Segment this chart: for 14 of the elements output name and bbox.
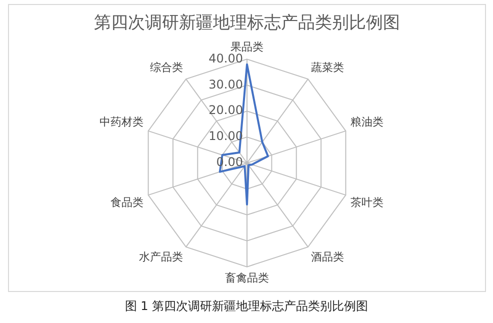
spoke-label: 果品类: [230, 40, 264, 54]
spoke-label: 综合类: [150, 61, 184, 74]
spoke-label: 酒品类: [310, 250, 344, 264]
spoke-label: 水产品类: [139, 250, 184, 264]
spoke-label: 畜禽品类: [225, 271, 269, 284]
spoke-label: 食品类: [110, 196, 144, 210]
spoke-label: 蔬菜类: [310, 61, 344, 74]
chart-title: 第四次调研新疆地理标志产品类别比例图: [93, 12, 401, 34]
y-tick-label: 30.00: [208, 77, 243, 92]
caption: 图 1 第四次调研新疆地理标志产品类别比例图: [124, 298, 370, 315]
spoke-label: 中药材类: [100, 116, 144, 129]
spoke-label: 茶叶类: [350, 196, 384, 210]
y-tick-label: 40.00: [208, 51, 243, 66]
spoke-label: 粮油类: [350, 116, 384, 129]
